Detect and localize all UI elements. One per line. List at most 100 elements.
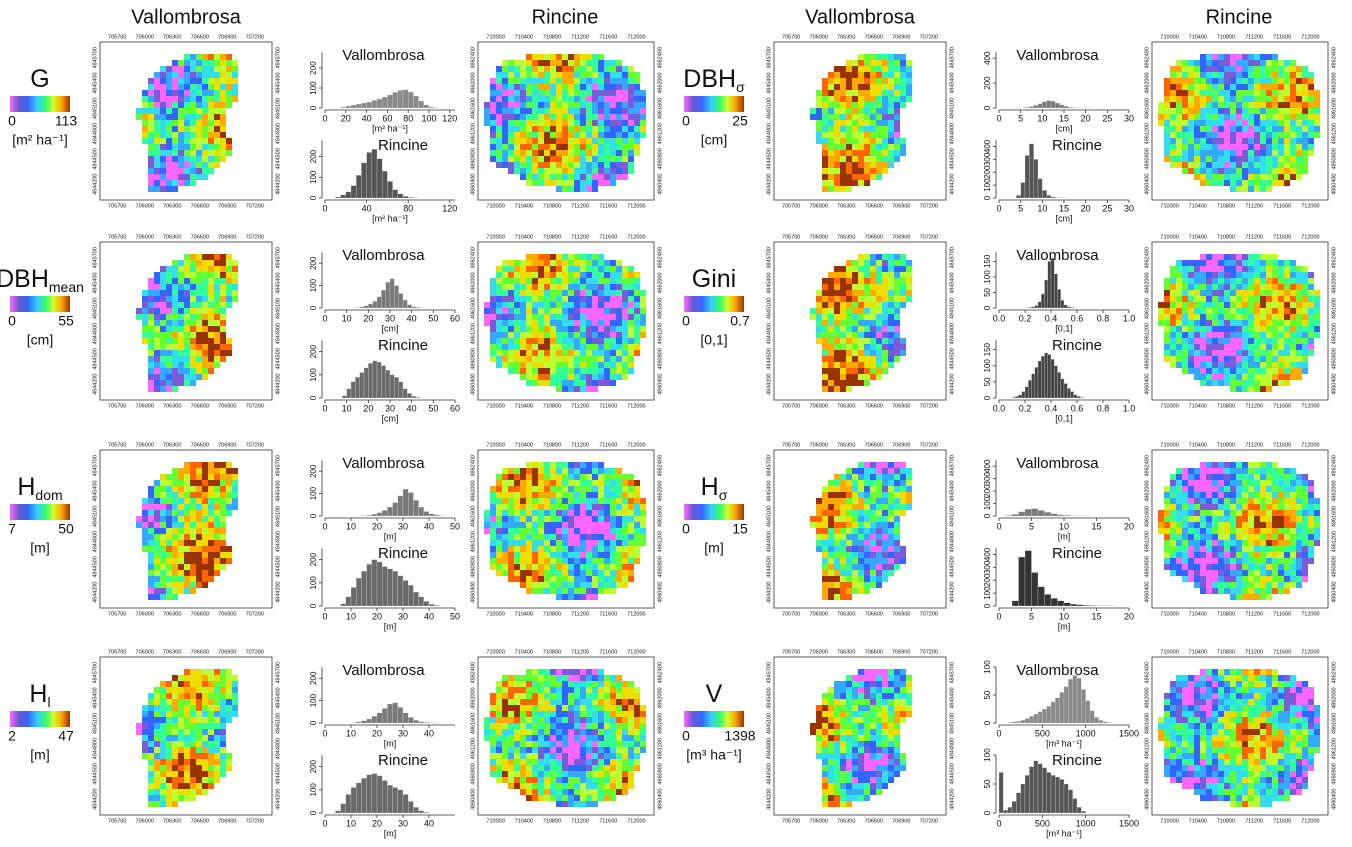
histogram-bar [418,596,424,607]
map-cell [900,284,906,290]
map-cell [574,96,580,102]
map-cell [220,474,226,480]
map-cell [1254,168,1260,174]
map-cell [1308,114,1314,120]
map-cell [1188,156,1194,162]
map-cell [574,468,580,474]
map-cell [538,588,544,594]
map-cell [852,90,858,96]
map-cell [616,84,622,90]
map-cell [538,558,544,564]
map-cell [592,138,598,144]
map-cell [1230,174,1236,180]
map-cell [634,120,640,126]
map-cell [840,72,846,78]
map-cell [214,687,220,693]
map-cell [178,675,184,681]
map-cell [160,558,166,564]
map-cell [172,510,178,516]
map-cell [166,84,172,90]
map-cell [196,266,202,272]
map-cell [220,114,226,120]
map-cell [604,735,610,741]
map-cell [526,60,532,66]
map-cell [568,771,574,777]
map-cell [172,492,178,498]
map-cell [882,72,888,78]
map-cell [1308,96,1314,102]
map-cell [592,90,598,96]
color-scale [684,296,744,312]
map-cell [888,96,894,102]
map-cell [562,350,568,356]
map-cell [1308,72,1314,78]
map-cell [846,126,852,132]
map-cell [628,522,634,528]
map-cell [148,705,154,711]
map-cell [184,362,190,368]
histogram-bar [397,789,404,814]
map-cell [580,186,586,192]
map-cell [220,266,226,272]
map-cell [508,570,514,576]
unit-label: [m] [30,540,49,556]
y-tick-label: 100 [309,368,318,382]
map-cell [604,789,610,795]
map-cell [544,144,550,150]
map-cell [172,687,178,693]
map-cell [178,96,184,102]
map-cell [852,78,858,84]
map-cell [1272,66,1278,72]
map-cell [556,693,562,699]
map-cell [196,162,202,168]
map-cell [1308,120,1314,126]
map-cell [172,693,178,699]
map-cell [556,789,562,795]
map-cell [1272,54,1278,60]
map-cell [810,314,816,320]
map-cell [526,332,532,338]
histogram-bar [428,106,435,109]
map-cell [514,753,520,759]
map-cell [226,66,232,72]
map-cell [208,558,214,564]
map-cell [1212,78,1218,84]
map-cell [1314,108,1320,114]
map-cell [532,576,538,582]
map-cell [214,528,220,534]
map-cell [828,96,834,102]
map-cell [502,84,508,90]
map-cell [622,558,628,564]
map-cell [888,60,894,66]
map-cell [1290,78,1296,84]
map-cell [208,687,214,693]
map-cell [166,705,172,711]
map-cell [148,777,154,783]
map-x-tick-label: 712000 [1301,203,1319,209]
map-cell [574,84,580,90]
histogram-bar [387,703,393,724]
map-cell [496,114,502,120]
map-cell [220,102,226,108]
map-cell [160,777,166,783]
map-cell [580,759,586,765]
histogram-bar [392,502,398,517]
map-cell [1194,84,1200,90]
map-cell [196,90,202,96]
map-cell [586,474,592,480]
map-cell [142,102,148,108]
map-cell [172,594,178,600]
map-x-tick-label: 712000 [627,234,645,240]
map-cell [484,102,490,108]
map-cell [160,795,166,801]
map-cell [538,132,544,138]
map-cell [556,374,562,380]
map-cell [190,338,196,344]
map-cell [640,729,646,735]
map-cell [190,462,196,468]
map-cell [906,72,912,78]
map-cell [142,326,148,332]
map-cell [160,350,166,356]
map-cell [532,504,538,510]
map-cell [178,504,184,510]
